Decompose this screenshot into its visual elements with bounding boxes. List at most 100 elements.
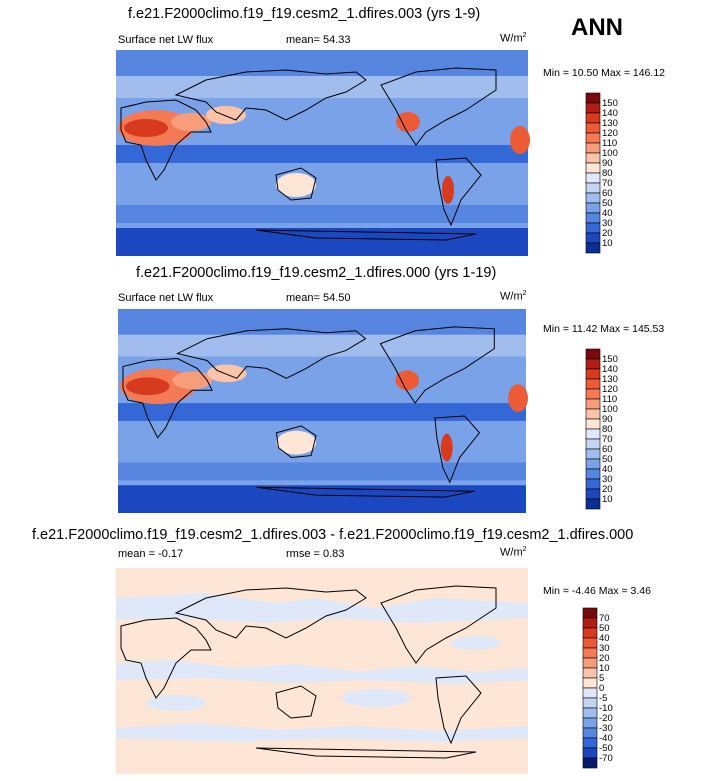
mexico-hotspot — [396, 112, 420, 132]
northern-midlat-band — [118, 334, 526, 357]
colorbar-box — [585, 102, 601, 114]
panel2-variable-label: Surface net LW flux — [118, 292, 214, 304]
colorbar-box — [585, 132, 601, 144]
colorbar-box — [582, 617, 598, 629]
colorbar-label: 10 — [599, 663, 610, 674]
colorbar-label: 50 — [602, 198, 613, 209]
colorbar-label: 70 — [602, 178, 613, 189]
colorbar-label: 90 — [602, 158, 613, 169]
colorbar-label: 90 — [602, 414, 613, 425]
colorbar-label: 120 — [602, 128, 618, 139]
colorbar-box — [585, 172, 601, 184]
colorbar-box — [582, 707, 598, 719]
colorbar-box — [585, 192, 601, 204]
colorbar-box — [582, 717, 598, 729]
colorbar-box — [585, 368, 601, 380]
antarctic-band — [118, 485, 526, 513]
panel1-minmax: Min = 10.50 Max = 146.12 — [543, 67, 665, 79]
colorbar-box — [585, 488, 601, 500]
colorbar-label: 110 — [602, 138, 617, 149]
colorbar-box — [585, 242, 601, 254]
sahara-core — [124, 119, 168, 137]
colorbar-box — [585, 112, 601, 124]
colorbar-label: -5 — [599, 693, 607, 704]
season-label: ANN — [571, 14, 623, 41]
colorbar-boxes — [585, 92, 601, 254]
colorbar-label: 10 — [602, 494, 613, 505]
colorbar-boxes — [582, 607, 598, 769]
panel3-mean-label: mean = -0.17 — [118, 548, 184, 560]
colorbar-label: 110 — [602, 394, 617, 405]
colorbar-label: 20 — [599, 653, 610, 664]
colorbar-box — [582, 687, 598, 699]
colorbar-label: -10 — [599, 703, 613, 714]
colorbar-label: -70 — [599, 753, 613, 764]
colorbar-label: -50 — [599, 743, 613, 754]
colorbar-label: 140 — [602, 108, 618, 119]
panel3-units: W/m2 — [500, 546, 527, 559]
colorbar-box — [585, 448, 601, 460]
tropical-band — [118, 403, 526, 421]
arctic-band — [118, 309, 526, 335]
colorbar-label: 80 — [602, 168, 613, 179]
colorbar-label: 130 — [602, 118, 618, 129]
colorbar-label: 60 — [602, 188, 613, 199]
colorbar-box — [585, 428, 601, 440]
panel3-minmax: Min = -4.46 Max = 3.46 — [543, 585, 651, 597]
colorbar-label: 70 — [602, 434, 613, 445]
colorbar-box — [582, 667, 598, 679]
colorbar-box — [585, 478, 601, 490]
colorbar-label: 140 — [602, 364, 618, 375]
colorbar-label: -40 — [599, 733, 613, 744]
colorbar-box — [582, 647, 598, 659]
colorbar-box — [585, 202, 601, 214]
colorbar-box — [582, 677, 598, 689]
colorbar-box — [582, 747, 598, 759]
colorbar-label: 30 — [602, 474, 613, 485]
colorbar-label: 0 — [599, 683, 604, 694]
colorbar-box — [585, 212, 601, 224]
colorbar-label: 100 — [602, 148, 618, 159]
colorbar-box — [585, 232, 601, 244]
colorbar-boxes — [585, 348, 601, 510]
arabia-hotspot — [172, 371, 213, 390]
colorbar-box — [585, 468, 601, 480]
colorbar-label: 40 — [602, 464, 613, 475]
panel3-map — [116, 568, 528, 774]
colorbar-box — [585, 458, 601, 470]
colorbar-label: 70 — [599, 613, 610, 624]
colorbar-box — [585, 358, 601, 370]
colorbar-label: 150 — [602, 354, 618, 365]
colorbar-box — [585, 378, 601, 390]
colorbar-label: 120 — [602, 384, 618, 395]
colorbar-label: 30 — [602, 218, 613, 229]
colorbar-box — [585, 418, 601, 430]
colorbar-label: -30 — [599, 723, 613, 734]
australia-hotspot — [276, 173, 316, 197]
colorbar-box — [582, 697, 598, 709]
panel2-title: f.e21.F2000climo.f19_f19.cesm2_1.dfires.… — [136, 265, 497, 281]
andes-hotspot — [440, 433, 453, 462]
colorbar-label: 150 — [602, 98, 618, 109]
colorbar-label: 60 — [602, 444, 613, 455]
colorbar-box — [585, 152, 601, 164]
westafrica-hotspot — [508, 384, 528, 412]
coastlines — [122, 326, 495, 498]
sahara-core — [125, 377, 170, 396]
southern-ocean-band — [116, 205, 528, 223]
colorbar-box — [585, 92, 601, 104]
colorbar-label: 80 — [602, 424, 613, 435]
colorbar-label: -20 — [599, 713, 613, 724]
andes-hotspot — [442, 176, 454, 204]
negative-anomaly-patches — [116, 593, 528, 742]
colorbar-box — [582, 657, 598, 669]
panel1-mean-label: mean= 54.33 — [286, 34, 351, 46]
colorbar-box — [582, 727, 598, 739]
colorbar-box — [585, 348, 601, 360]
colorbar-box — [585, 498, 601, 510]
colorbar-label: 40 — [599, 633, 610, 644]
